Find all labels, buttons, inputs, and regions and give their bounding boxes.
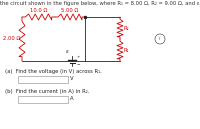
Text: (a)  Find the voltage (in V) across R₁.: (a) Find the voltage (in V) across R₁. <box>5 69 102 74</box>
FancyBboxPatch shape <box>18 95 68 103</box>
Text: 5.00 Ω: 5.00 Ω <box>61 8 79 13</box>
Text: A: A <box>70 96 74 102</box>
FancyBboxPatch shape <box>18 75 68 83</box>
Text: R₂: R₂ <box>123 26 129 30</box>
Text: 10.0 Ω: 10.0 Ω <box>30 8 47 13</box>
Text: R₁: R₁ <box>123 47 129 53</box>
Text: (b)  Find the current (in A) in R₂.: (b) Find the current (in A) in R₂. <box>5 89 89 94</box>
Text: ε: ε <box>66 49 68 54</box>
Text: 2.00 Ω: 2.00 Ω <box>3 37 20 42</box>
Text: −: − <box>77 63 80 67</box>
Text: V: V <box>70 76 74 82</box>
Text: i: i <box>159 37 161 42</box>
Text: +: + <box>77 55 80 59</box>
Text: Consider the circuit shown in the figure below, where R₁ = 8.00 Ω, R₂ = 9.00 Ω, : Consider the circuit shown in the figure… <box>0 1 200 6</box>
